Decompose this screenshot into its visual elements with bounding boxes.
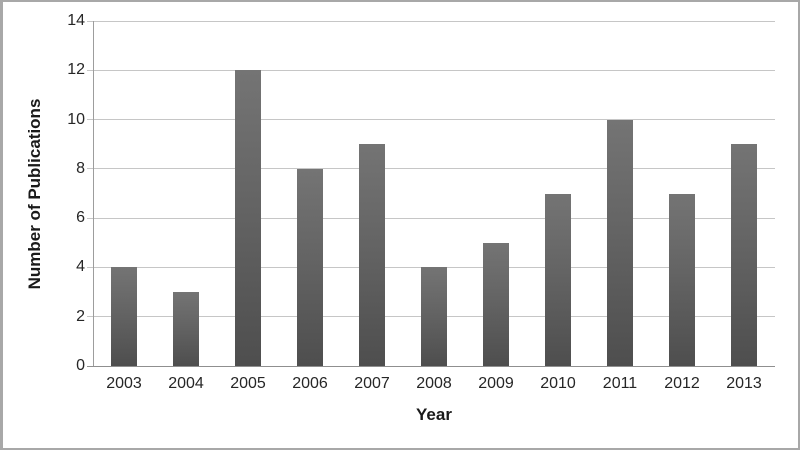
x-tick-label: 2012 <box>664 375 700 392</box>
gridline <box>87 119 775 121</box>
x-tick-label: 2009 <box>478 375 514 392</box>
y-tick-label: 0 <box>76 357 85 374</box>
y-tick-label: 8 <box>76 159 85 177</box>
y-tick-label: 2 <box>76 307 85 325</box>
gridline <box>87 168 775 170</box>
bar-2010 <box>545 193 571 366</box>
x-tick-label: 2003 <box>106 375 142 392</box>
gridline <box>87 69 775 71</box>
y-tick-label: 12 <box>67 61 85 79</box>
bar-2007 <box>359 144 385 366</box>
plot-area: 0 2 4 6 8 10 12 14 2003 2004 2005 2006 2007 2008 2009 2… <box>3 2 798 448</box>
bar-2011 <box>607 119 633 366</box>
x-tick-label: 2006 <box>292 375 328 392</box>
y-tick-label: 10 <box>67 110 85 128</box>
y-tick-label: 4 <box>76 258 85 276</box>
x-tick-label: 2007 <box>354 375 390 392</box>
bar-2006 <box>297 168 323 366</box>
bar-2013 <box>731 144 757 366</box>
gridline <box>87 217 775 219</box>
gridline <box>87 20 775 22</box>
x-axis-line <box>87 366 775 367</box>
y-axis-line <box>93 21 94 366</box>
bar-2012 <box>669 193 695 366</box>
bar-2008 <box>421 267 447 366</box>
bar-2003 <box>111 267 137 366</box>
y-tick-label: 6 <box>76 209 85 227</box>
x-tick-label: 2013 <box>726 375 762 392</box>
bar-2004 <box>173 292 199 366</box>
x-tick-label: 2005 <box>230 375 266 392</box>
bar-2005 <box>235 70 261 366</box>
x-axis-title: Year <box>416 405 452 424</box>
x-tick-label: 2008 <box>416 375 452 392</box>
x-tick-label: 2010 <box>540 375 576 392</box>
x-tick-label: 2011 <box>602 375 638 392</box>
bar-2009 <box>483 242 509 366</box>
x-tick-label: 2004 <box>168 375 204 392</box>
y-tick-label: 14 <box>67 12 85 29</box>
